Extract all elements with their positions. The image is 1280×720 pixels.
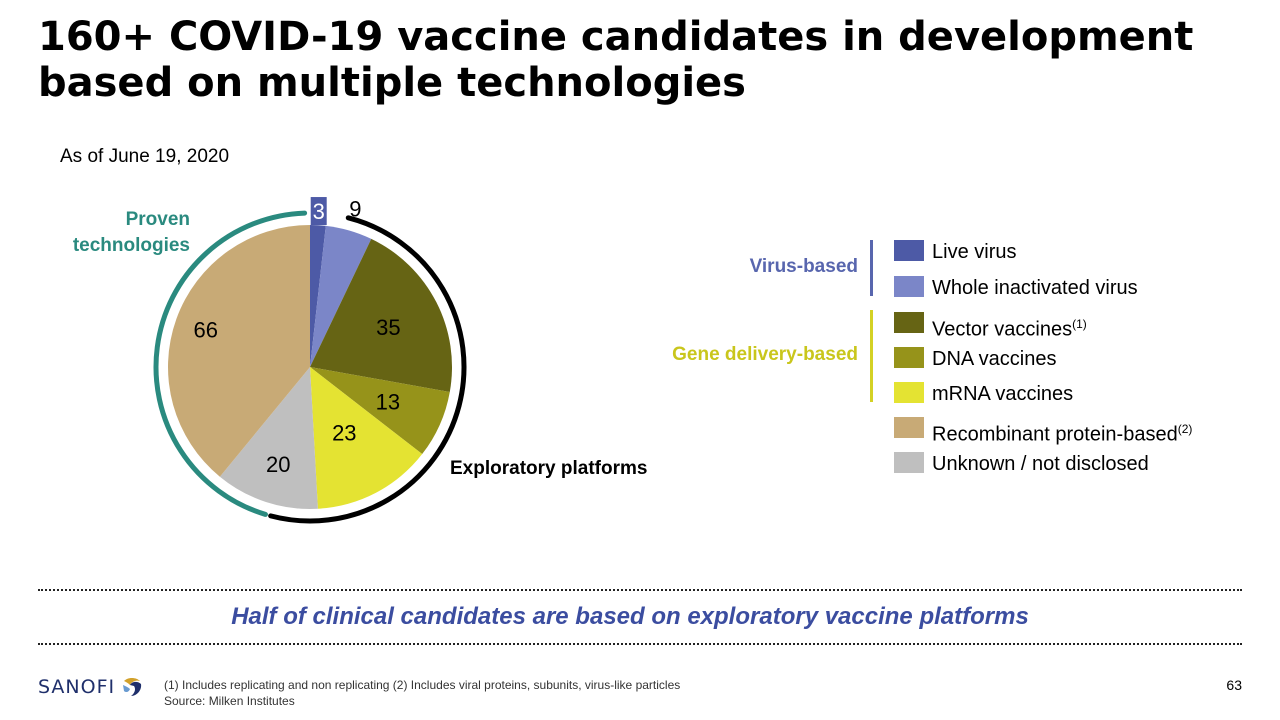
pie-data-label: 9 xyxy=(349,197,361,222)
legend-label-text: Unknown / not disclosed xyxy=(932,453,1149,475)
virus-based-group-label: Virus-based xyxy=(749,256,858,277)
pie-data-label: 3 xyxy=(313,199,325,224)
as-of-date: As of June 19, 2020 xyxy=(60,146,230,167)
legend-footnote-marker: (2) xyxy=(1177,422,1193,436)
sanofi-bird-icon xyxy=(123,678,142,696)
pie-data-label: 35 xyxy=(376,315,400,340)
legend-swatch xyxy=(894,240,924,261)
legend-label-text: mRNA vaccines xyxy=(932,383,1074,405)
pie-slice-recombinant-protein-based xyxy=(167,225,310,477)
legend-label-text: Live virus xyxy=(932,241,1017,263)
legend-swatch xyxy=(894,312,924,333)
proven-technologies-bracket xyxy=(153,210,308,517)
source-note: Source: Milken Institutes xyxy=(164,694,295,708)
legend-label: Unknown / not disclosed xyxy=(932,452,1149,476)
pie-slice-dna-vaccines xyxy=(310,367,450,455)
live-virus-label-background xyxy=(310,197,327,226)
legend-label: Vector vaccines(1) xyxy=(932,312,1087,342)
pie-data-labels: 3 9 35 13 23 20 66 xyxy=(193,197,400,478)
pie-data-label: 23 xyxy=(332,420,356,445)
pie-slice-mrna-vaccines xyxy=(310,367,423,509)
pie-slice-vector-vaccines xyxy=(310,238,452,392)
logo-text: SANOFI xyxy=(38,676,116,698)
pie-slice-unknown-not-disclosed xyxy=(219,367,318,509)
legend-label: DNA vaccines xyxy=(932,347,1057,371)
legend-label: Recombinant protein-based(2) xyxy=(932,417,1192,447)
legend-label: mRNA vaccines xyxy=(932,382,1073,406)
pie-data-label: 13 xyxy=(376,390,400,415)
legend-swatch xyxy=(894,452,924,473)
legend-swatch xyxy=(894,417,924,438)
legend-label-text: DNA vaccines xyxy=(932,348,1057,370)
legend-swatch xyxy=(894,347,924,368)
legend-footnote-marker: (1) xyxy=(1072,317,1087,331)
legend-swatch xyxy=(894,276,924,297)
legend-label-text: Vector vaccines xyxy=(932,318,1073,341)
pie-data-label: 20 xyxy=(266,452,290,477)
gene-delivery-group-label: Gene delivery-based xyxy=(672,344,858,365)
legend-label-text: Recombinant protein-based xyxy=(932,423,1178,446)
slide-title: 160+ COVID-19 vaccine candidates in deve… xyxy=(38,14,1194,106)
virus-based-bracket xyxy=(870,240,873,296)
exploratory-platforms-label: Exploratory platforms xyxy=(450,458,648,479)
proven-technologies-label: Proven technologies xyxy=(72,209,190,256)
legend-label: Live virus xyxy=(932,240,1016,264)
pie-slice-whole-inactivated-virus xyxy=(310,225,372,367)
pie-data-label: 66 xyxy=(193,318,217,343)
pie-brackets xyxy=(153,210,467,524)
divider-top xyxy=(38,589,1242,591)
exploratory-platforms-bracket xyxy=(268,215,467,524)
footnote: (1) Includes replicating and non replica… xyxy=(164,678,681,692)
gene-delivery-bracket xyxy=(870,310,873,402)
pie-slices xyxy=(167,225,452,509)
legend-swatch xyxy=(894,382,924,403)
legend-label-text: Whole inactivated virus xyxy=(932,277,1138,299)
divider-bottom xyxy=(38,643,1242,645)
page-number: 63 xyxy=(1226,677,1242,693)
key-takeaway: Half of clinical candidates are based on… xyxy=(231,603,1029,630)
pie-slice-live-virus xyxy=(310,225,326,367)
legend-label: Whole inactivated virus xyxy=(932,276,1138,300)
